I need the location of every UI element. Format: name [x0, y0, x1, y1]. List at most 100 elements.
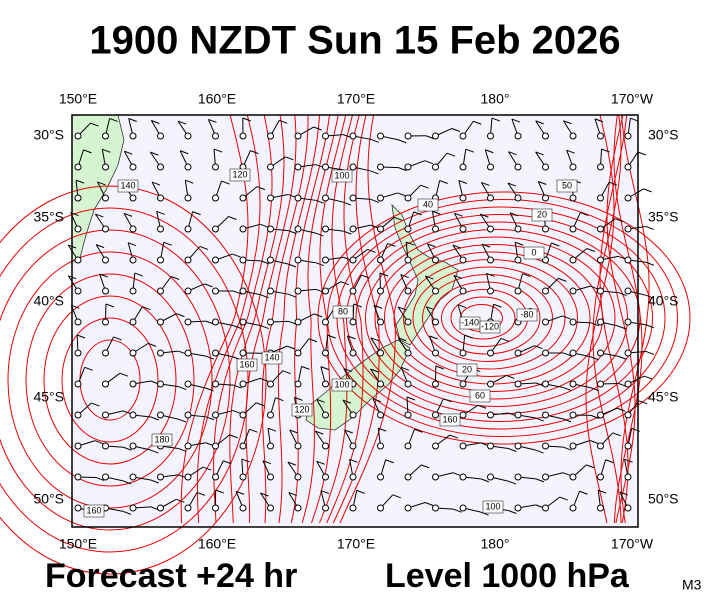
barb-station: [405, 474, 411, 480]
barb-station: [378, 474, 384, 480]
contour-label: 100: [334, 379, 349, 389]
barb-station: [625, 443, 631, 449]
barb-station: [213, 195, 219, 201]
barb-station: [350, 505, 356, 511]
barb-station: [185, 350, 191, 356]
barb-station: [405, 319, 411, 325]
barb-station: [598, 505, 604, 511]
barb-station: [213, 505, 219, 511]
barb-station: [625, 474, 631, 480]
barb-station: [103, 195, 109, 201]
barb-station: [460, 195, 466, 201]
barb-station: [378, 412, 384, 418]
barb-station: [378, 350, 384, 356]
barb-station: [268, 164, 274, 170]
barb-station: [405, 226, 411, 232]
barb-station: [515, 412, 521, 418]
barb-station: [625, 195, 631, 201]
barb-station: [130, 381, 136, 387]
barb-station: [515, 474, 521, 480]
barb-station: [130, 164, 136, 170]
barb-station: [570, 474, 576, 480]
barb-station: [323, 412, 329, 418]
barb-station: [75, 195, 81, 201]
barb-station: [488, 195, 494, 201]
barb-station: [460, 350, 466, 356]
barb-station: [350, 350, 356, 356]
barb-station: [295, 226, 301, 232]
barb-station: [103, 443, 109, 449]
barb-station: [598, 133, 604, 139]
barb-station: [460, 505, 466, 511]
barb-station: [378, 288, 384, 294]
barb-station: [213, 226, 219, 232]
barb-station: [625, 164, 631, 170]
barb-station: [130, 226, 136, 232]
contour-label: 100: [334, 170, 349, 180]
barb-station: [543, 350, 549, 356]
barb-station: [130, 133, 136, 139]
barb-station: [570, 164, 576, 170]
barb-station: [405, 257, 411, 263]
barb-station: [350, 133, 356, 139]
barb-station: [130, 350, 136, 356]
barb-station: [543, 133, 549, 139]
barb-station: [240, 412, 246, 418]
barb-station: [433, 412, 439, 418]
barb-station: [378, 195, 384, 201]
barb-station: [103, 257, 109, 263]
barb-station: [185, 412, 191, 418]
barb-station: [158, 195, 164, 201]
barb-station: [405, 443, 411, 449]
barb-station: [433, 164, 439, 170]
barb-station: [295, 505, 301, 511]
barb-station: [130, 319, 136, 325]
top-lon-label: 170°E: [337, 91, 375, 107]
barb-station: [268, 319, 274, 325]
contour-label: 120: [294, 404, 309, 414]
barb-station: [158, 288, 164, 294]
barb-station: [570, 319, 576, 325]
contour-label: 40: [423, 199, 433, 209]
barb-station: [570, 257, 576, 263]
contour-label: 140: [264, 352, 279, 362]
barb-station: [460, 443, 466, 449]
barb-station: [268, 133, 274, 139]
barb-station: [185, 505, 191, 511]
barb-station: [130, 288, 136, 294]
barb-station: [543, 288, 549, 294]
barb-station: [543, 164, 549, 170]
barb-station: [213, 474, 219, 480]
left-lat-label: 45°S: [33, 389, 64, 405]
barb-station: [598, 164, 604, 170]
barb-station: [295, 319, 301, 325]
barb-station: [323, 288, 329, 294]
barb-station: [268, 195, 274, 201]
barb-station: [625, 412, 631, 418]
barb-station: [433, 474, 439, 480]
barb-station: [460, 288, 466, 294]
top-lon-label: 150°E: [59, 91, 97, 107]
barb-station: [433, 257, 439, 263]
barb-station: [295, 381, 301, 387]
barb-station: [570, 381, 576, 387]
barb-station: [378, 133, 384, 139]
barb-station: [570, 226, 576, 232]
barb-station: [75, 443, 81, 449]
barb-station: [103, 226, 109, 232]
contour-label: 20: [462, 364, 472, 374]
barb-station: [460, 257, 466, 263]
barb-station: [240, 257, 246, 263]
barb-station: [295, 443, 301, 449]
barb-station: [323, 505, 329, 511]
barb-station: [295, 164, 301, 170]
barb-station: [433, 381, 439, 387]
barb-station: [130, 505, 136, 511]
barb-station: [488, 288, 494, 294]
barb-station: [598, 257, 604, 263]
barb-station: [350, 226, 356, 232]
contour-label: 60: [475, 390, 485, 400]
barb-station: [323, 443, 329, 449]
barb-station: [625, 381, 631, 387]
barb-station: [158, 319, 164, 325]
